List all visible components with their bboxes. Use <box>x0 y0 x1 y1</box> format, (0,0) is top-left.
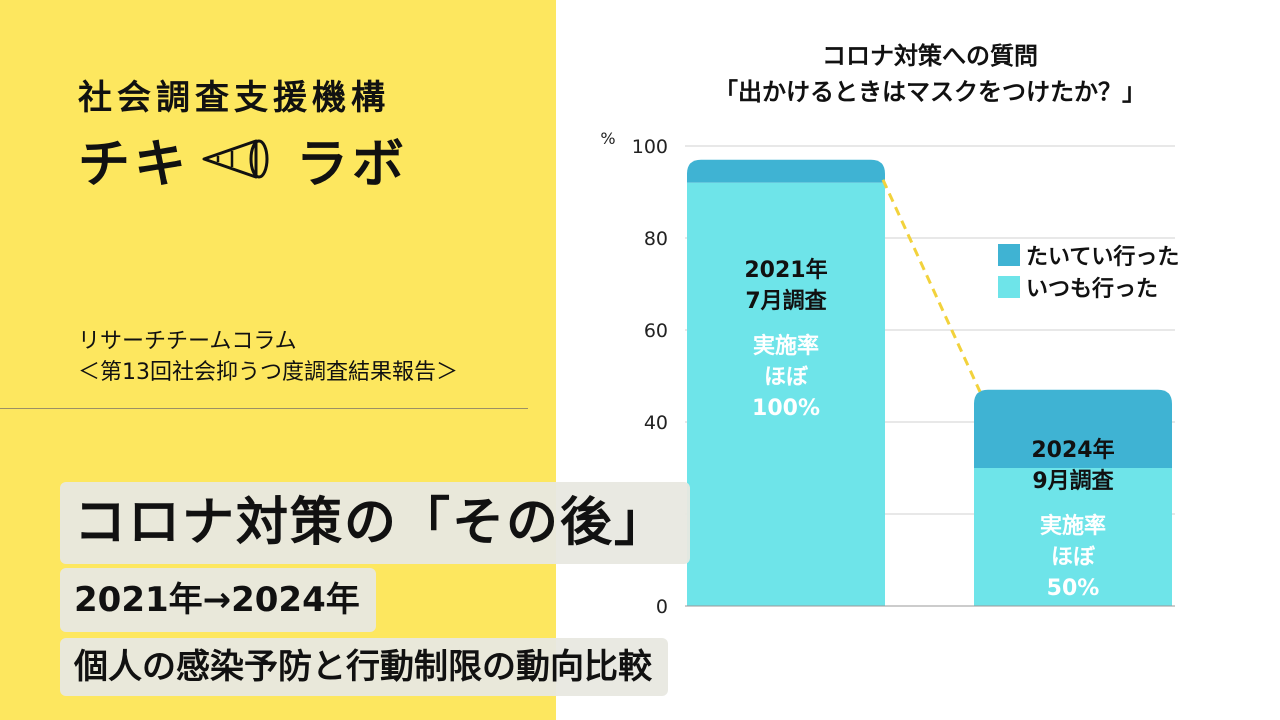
y-tick-label: 80 <box>644 228 668 250</box>
bar-segment-always <box>974 468 1172 606</box>
bar-chart: %04060801002021年7月調査実施率ほぼ100%2024年9月調査実施… <box>600 129 1179 618</box>
bar-survey-month: 9月調査 <box>1032 468 1114 494</box>
bar-segment-always <box>687 182 885 607</box>
headline-years: 2021年→2024年 <box>60 568 376 632</box>
legend-swatch <box>998 244 1020 266</box>
y-tick-label: 0 <box>656 596 668 618</box>
y-tick-label: 100 <box>632 136 668 158</box>
legend-label: いつも行った <box>1026 276 1158 302</box>
trend-connector-line <box>881 179 982 393</box>
chart-title-line-2: 「出かけるときはマスクをつけたか？」 <box>714 78 1146 106</box>
chart-title: コロナ対策への質問 「出かけるときはマスクをつけたか？」 <box>580 38 1280 110</box>
subtitle-line-2: ＜第13回社会抑うつ度調査結果報告＞ <box>78 360 458 385</box>
bar-rate-label: 実施率 <box>1040 513 1106 539</box>
column-subtitle: リサーチチームコラム ＜第13回社会抑うつ度調査結果報告＞ <box>78 326 538 388</box>
brand-logo: チキ ラボ <box>78 124 409 195</box>
chart-title-line-1: コロナ対策への質問 <box>822 42 1038 70</box>
bar-segment-mostly <box>687 159 885 183</box>
legend-label: たいてい行った <box>1026 244 1179 270</box>
bar-rate-approx: ほぼ <box>764 365 809 390</box>
org-name: 社会調査支援機構 <box>78 78 390 118</box>
headline-main: コロナ対策の「その後」 <box>60 482 691 564</box>
bar-rate-value: 50% <box>1047 576 1100 601</box>
divider <box>0 408 528 409</box>
bar-survey-year: 2024年 <box>1031 437 1114 463</box>
brand-right: ラボ <box>296 134 409 195</box>
y-tick-label: 40 <box>644 412 668 434</box>
headline-description: 個人の感染予防と行動制限の動向比較 <box>60 638 668 696</box>
legend-swatch <box>998 276 1020 298</box>
y-tick-label: 60 <box>644 320 668 342</box>
bar-rate-value: 100% <box>752 396 820 421</box>
bar-rate-label: 実施率 <box>753 333 819 359</box>
y-unit-label: % <box>600 129 615 148</box>
bar-survey-month: 7月調査 <box>745 288 827 314</box>
bar-rate-approx: ほぼ <box>1051 545 1096 570</box>
megaphone-icon <box>202 139 269 179</box>
brand-left: チキ <box>78 134 191 195</box>
bar-segment-mostly <box>974 389 1172 468</box>
bar-survey-year: 2021年 <box>744 257 827 283</box>
subtitle-line-1: リサーチチームコラム <box>78 329 297 354</box>
